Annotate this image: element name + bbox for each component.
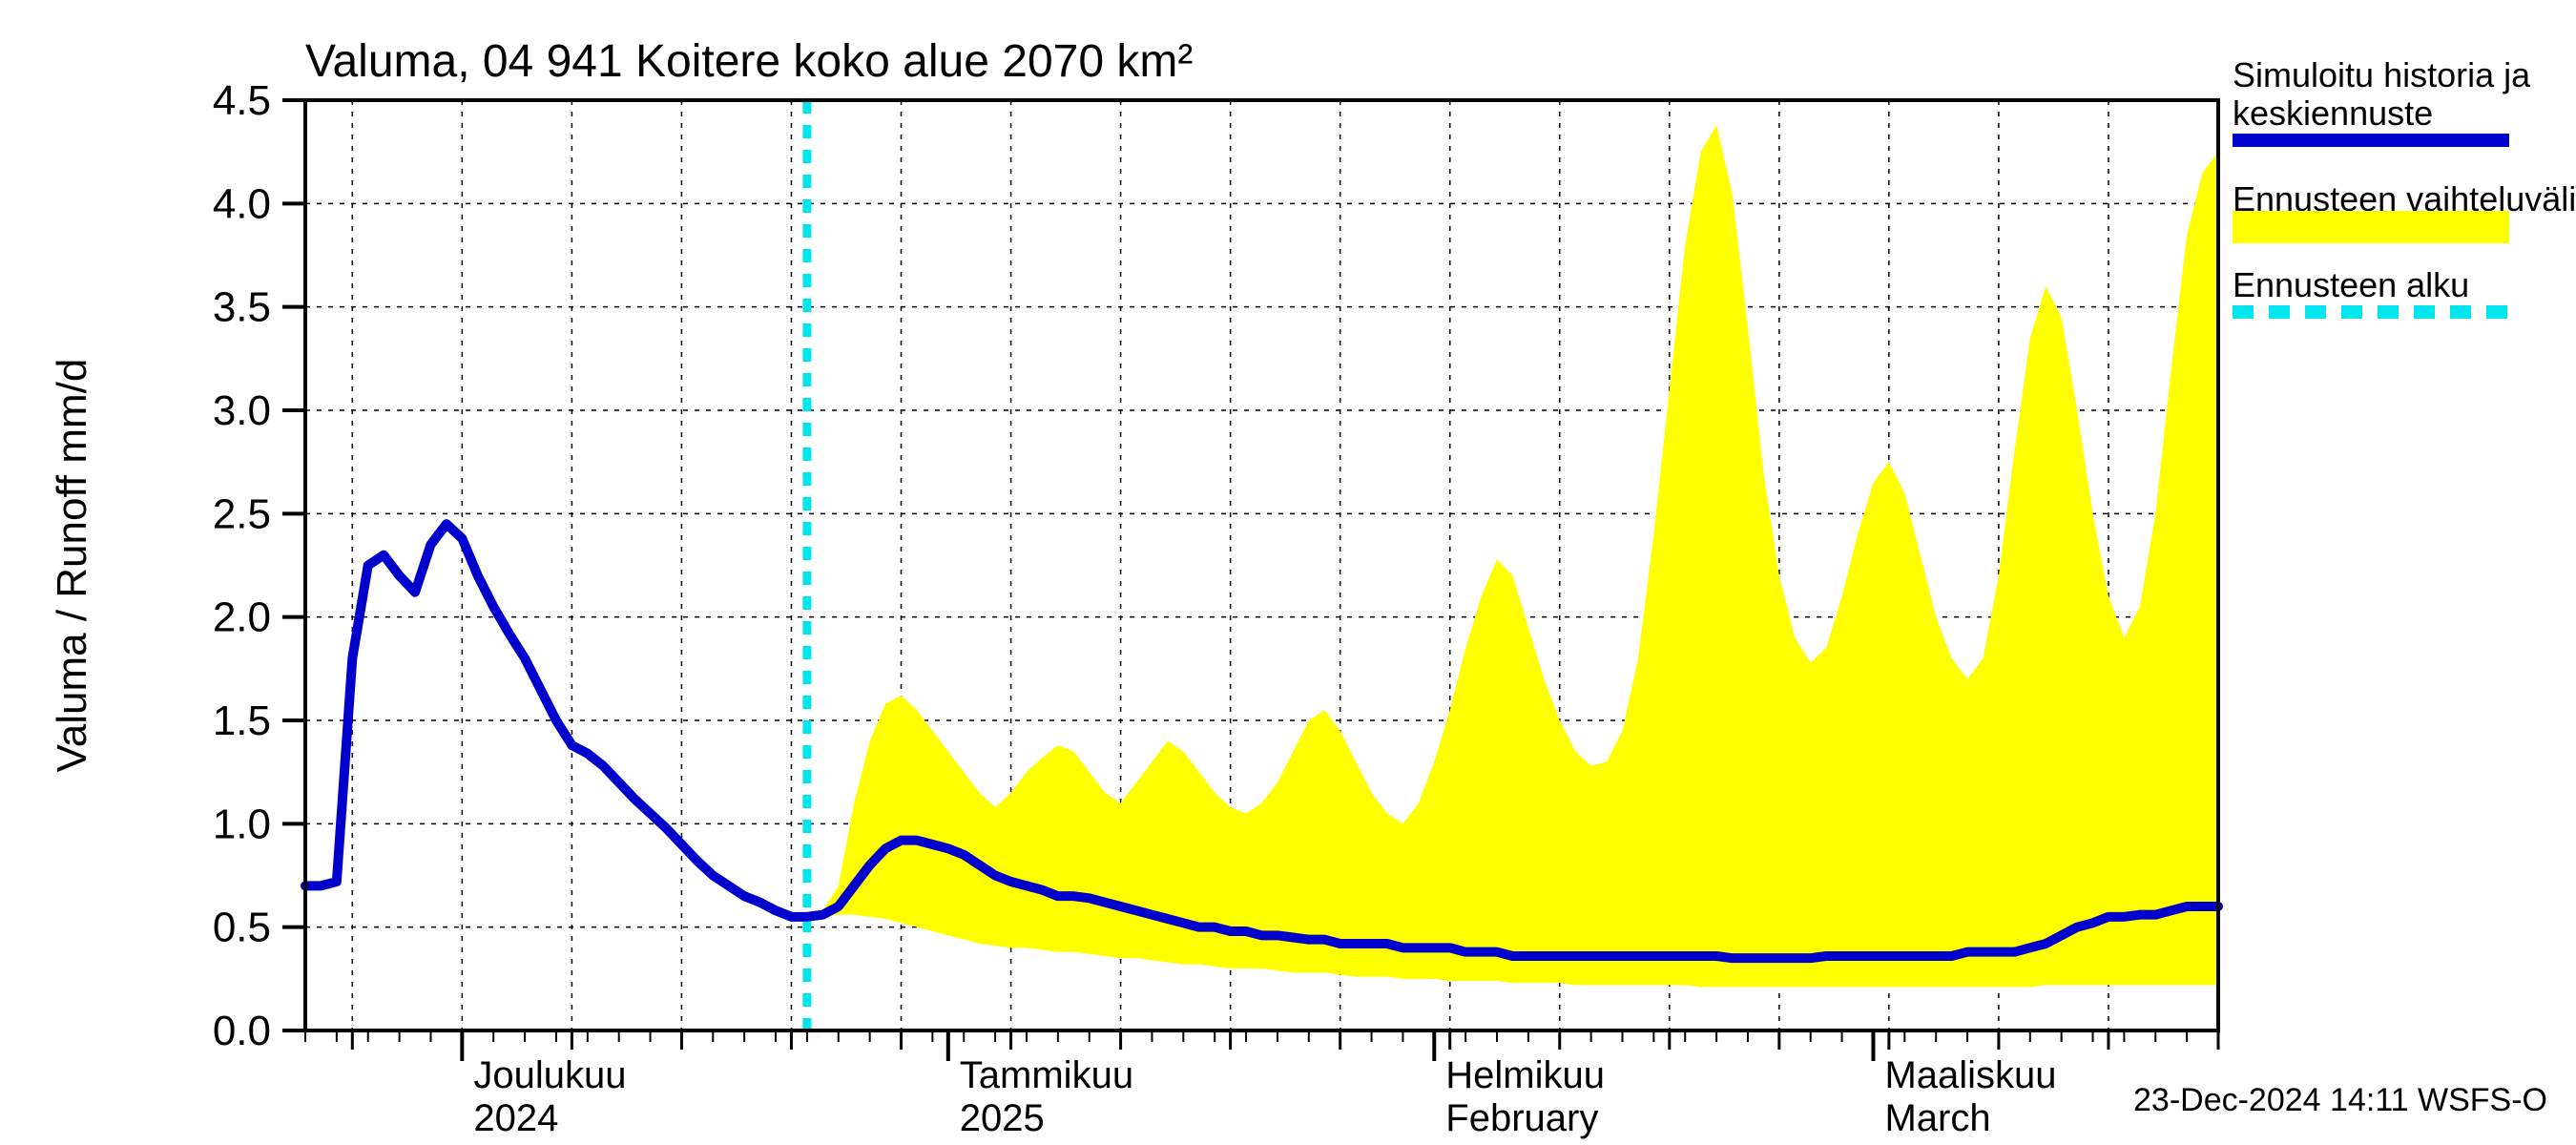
- svg-text:3.5: 3.5: [213, 284, 271, 331]
- chart-title: Valuma, 04 941 Koitere koko alue 2070 km…: [305, 36, 1193, 87]
- svg-text:1.0: 1.0: [213, 801, 271, 847]
- svg-text:4.5: 4.5: [213, 77, 271, 124]
- svg-text:3.0: 3.0: [213, 387, 271, 434]
- legend-swatch-block: [2233, 211, 2509, 243]
- svg-text:4.0: 4.0: [213, 180, 271, 227]
- svg-text:1.5: 1.5: [213, 697, 271, 744]
- runoff-chart: 0.0 0.5 1.0 1.5 2.0 2.5 3.0 3.5 4.0 4.5 Valuma / R…: [0, 0, 2576, 1145]
- legend-label: Simuloitu historia ja: [2233, 55, 2531, 94]
- legend-label: keskiennuste: [2233, 94, 2433, 133]
- svg-text:2.0: 2.0: [213, 594, 271, 641]
- x-month-sublabel: 2025: [960, 1097, 1045, 1139]
- legend-label: Ennusteen alku: [2233, 265, 2469, 304]
- svg-text:0.5: 0.5: [213, 905, 271, 951]
- svg-text:0.0: 0.0: [213, 1008, 271, 1054]
- x-month-label: Helmikuu: [1445, 1054, 1605, 1096]
- x-month-sublabel: March: [1884, 1097, 1990, 1139]
- svg-text:2.5: 2.5: [213, 490, 271, 537]
- x-month-sublabel: 2024: [473, 1097, 558, 1139]
- x-month-sublabel: February: [1445, 1097, 1598, 1139]
- x-month-label: Maaliskuu: [1884, 1054, 2056, 1096]
- x-month-label: Tammikuu: [960, 1054, 1133, 1096]
- chart-svg: 0.0 0.5 1.0 1.5 2.0 2.5 3.0 3.5 4.0 4.5 Valuma / R…: [0, 0, 2576, 1145]
- timestamp-label: 23-Dec-2024 14:11 WSFS-O: [2133, 1082, 2547, 1118]
- y-axis-label: Valuma / Runoff mm/d: [49, 359, 95, 773]
- x-month-label: Joulukuu: [473, 1054, 626, 1096]
